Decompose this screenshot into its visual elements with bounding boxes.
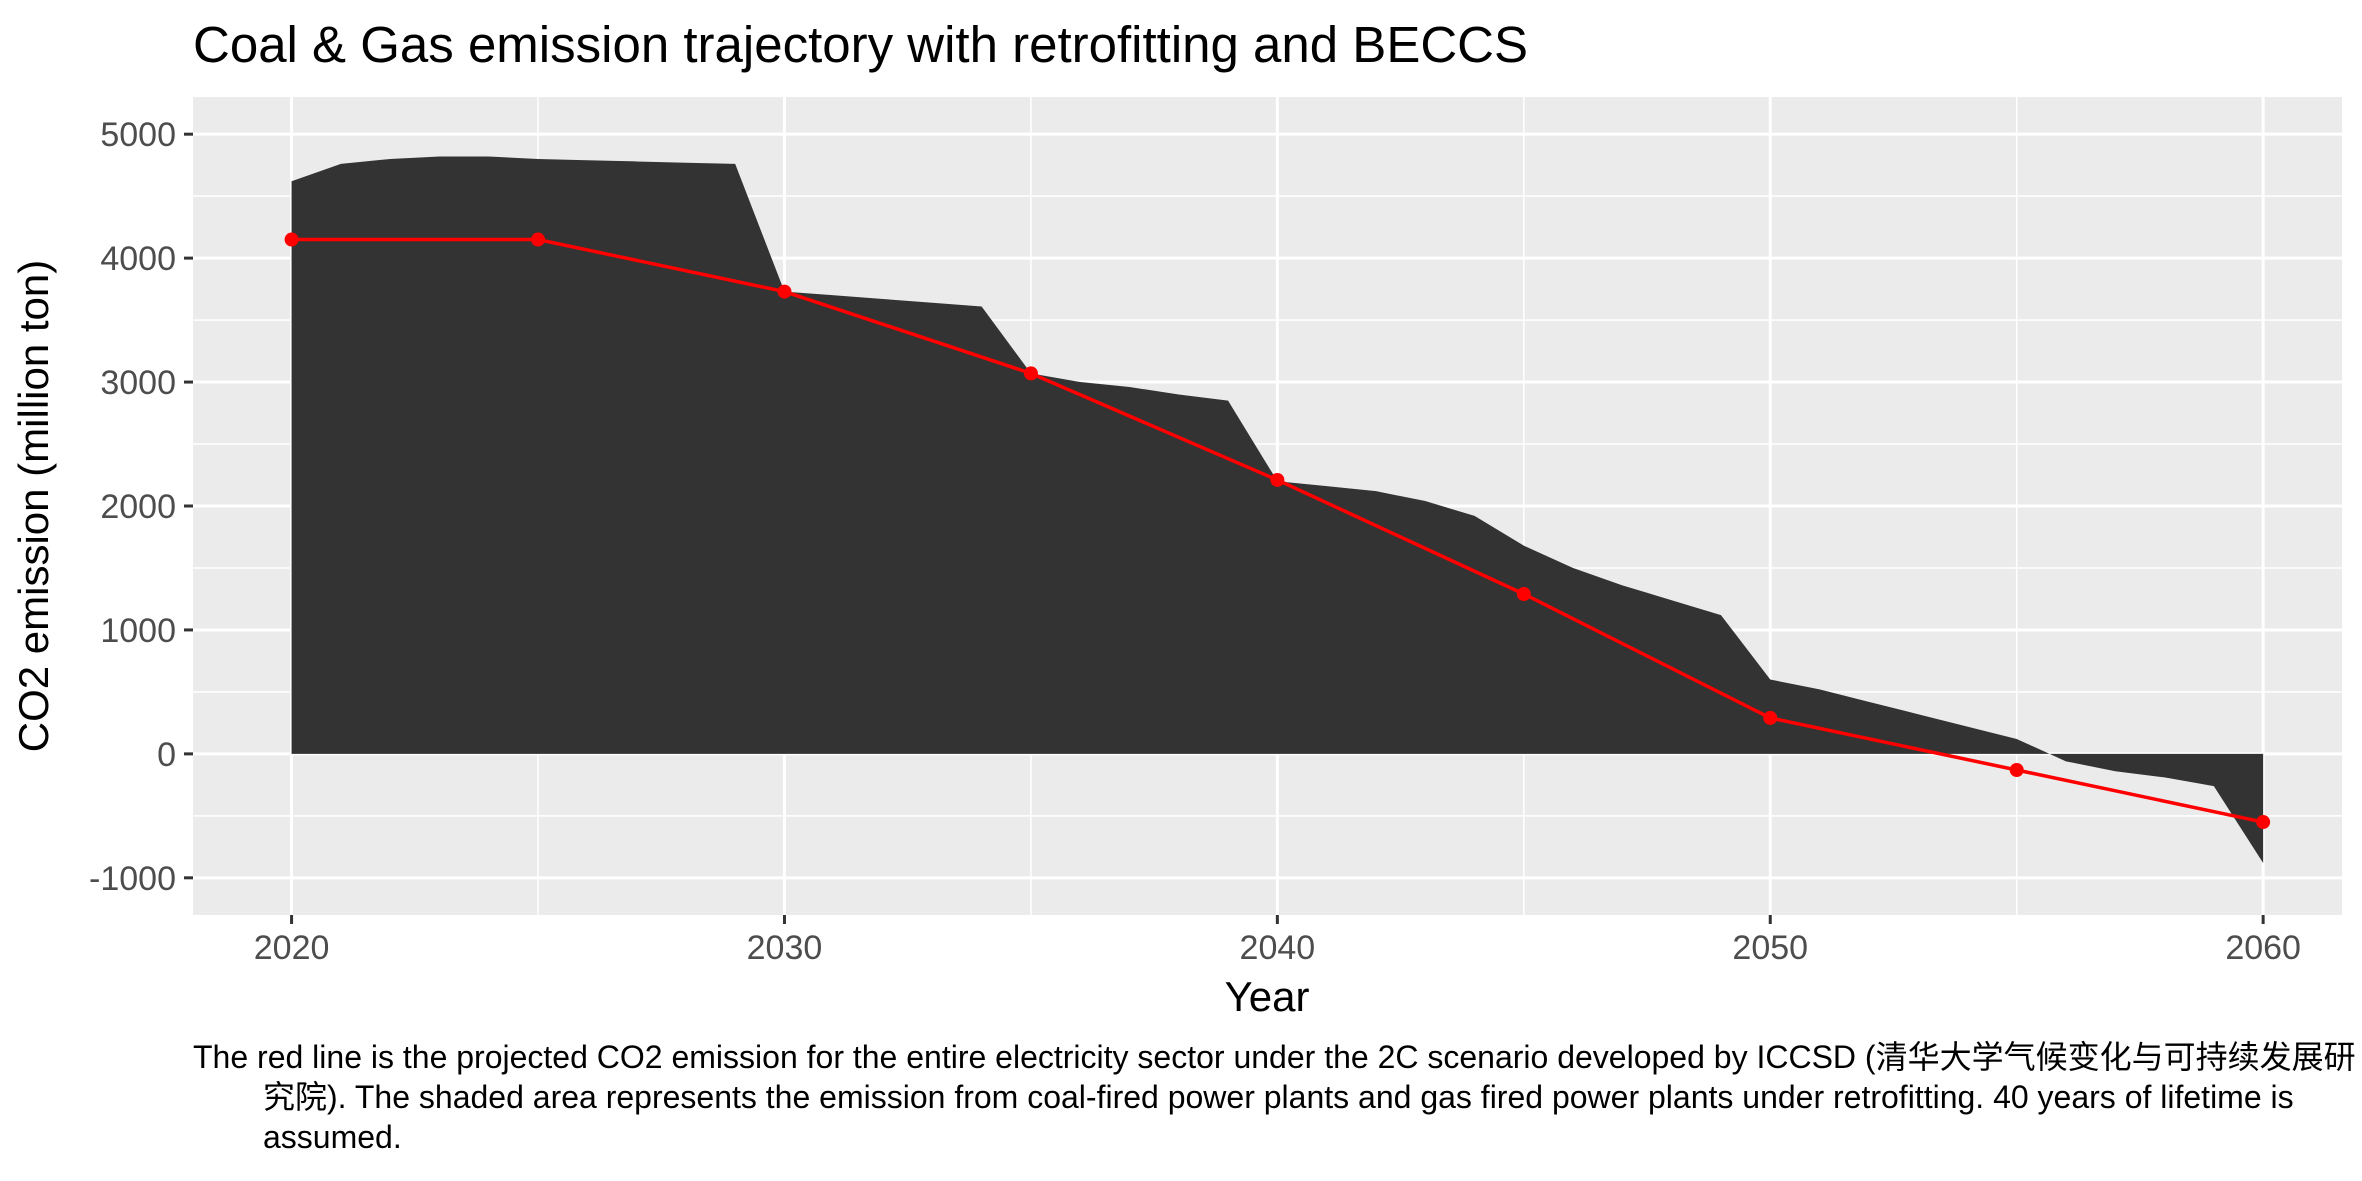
x-tick-label: 2020 <box>254 929 330 967</box>
x-tick-label: 2050 <box>1732 929 1808 967</box>
projected-emission-point <box>2256 815 2271 830</box>
y-tick-label: 1000 <box>100 612 176 650</box>
data-marks <box>284 156 2271 863</box>
y-tick-label: 0 <box>157 736 176 774</box>
axis-ticks <box>184 132 2265 924</box>
projected-emission-point <box>1516 586 1531 601</box>
y-tick-label: -1000 <box>89 860 176 898</box>
y-tick-label: 5000 <box>100 116 176 154</box>
x-axis-title: Year <box>1225 973 1310 1020</box>
y-tick-label: 2000 <box>100 488 176 526</box>
x-tick-label: 2030 <box>747 929 823 967</box>
projected-emission-point <box>531 232 546 247</box>
x-tick-label: 2060 <box>2225 929 2301 967</box>
x-tick-label: 2040 <box>1240 929 1316 967</box>
chart-title: Coal & Gas emission trajectory with retr… <box>193 16 1528 73</box>
projected-emission-point <box>1270 472 1285 487</box>
y-tick-label: 4000 <box>100 240 176 278</box>
y-tick-label: 3000 <box>100 364 176 402</box>
projected-emission-point <box>1763 710 1778 725</box>
emission-area <box>291 156 2264 863</box>
y-axis-title: CO2 emission (million ton) <box>10 260 57 752</box>
projected-emission-point <box>1023 366 1038 381</box>
chart-caption: The red line is the projected CO2 emissi… <box>193 1039 2356 1155</box>
projected-emission-point <box>2009 762 2024 777</box>
projected-emission-point <box>777 284 792 299</box>
projected-emission-point <box>284 232 299 247</box>
tick-labels: 2020 2030 2040 2050 2060 -1000 0 1000 2000 3000 40… <box>89 116 2301 967</box>
